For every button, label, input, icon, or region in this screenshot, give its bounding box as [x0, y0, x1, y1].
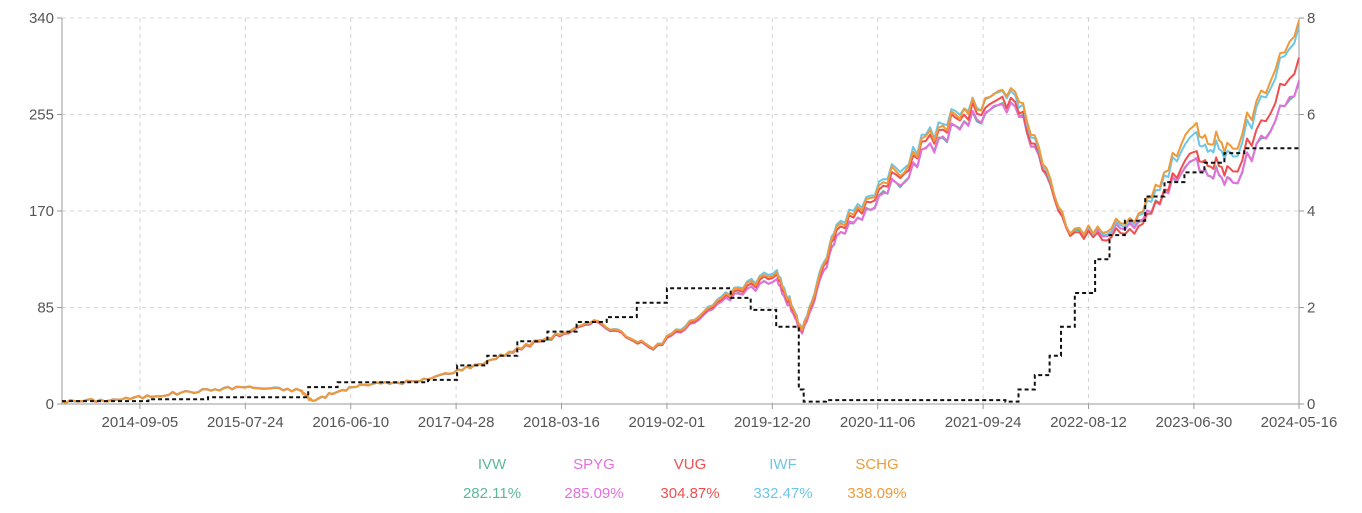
x-tick-label: 2020-11-06	[840, 414, 916, 431]
left-y-axis-ticks: 0 85 170 255 340	[29, 10, 62, 413]
left-tick-label: 0	[46, 396, 54, 413]
dashed-step-line	[62, 147, 1299, 403]
grid-lines	[62, 17, 1300, 404]
legend-name-iwf: IWF	[769, 456, 797, 473]
legend-name-ivw: IVW	[478, 456, 507, 473]
x-tick-label: 2014-09-05	[102, 414, 179, 431]
x-tick-label: 2019-02-01	[629, 414, 706, 431]
left-tick-label: 170	[29, 203, 54, 220]
series-line-ivw	[61, 82, 1300, 404]
left-tick-label: 255	[29, 107, 54, 124]
legend-name-spyg: SPYG	[573, 456, 615, 473]
legend-return-schg: 338.09%	[847, 485, 906, 502]
legend-name-vug: VUG	[674, 456, 707, 473]
x-tick-label: 2018-03-16	[523, 414, 600, 431]
right-tick-label: 4	[1307, 203, 1315, 220]
x-tick-label: 2022-08-12	[1050, 414, 1127, 431]
legend-name-schg: SCHG	[855, 456, 898, 473]
x-tick-label: 2017-04-28	[418, 414, 495, 431]
series-lines	[61, 20, 1300, 404]
left-tick-label: 85	[37, 300, 54, 317]
legend-return-ivw: 282.11%	[463, 485, 521, 502]
x-axis-ticks: 2014-09-05 2015-07-24 2016-06-10 2017-04-28…	[102, 404, 1338, 431]
x-tick-label: 2016-06-10	[312, 414, 389, 431]
x-tick-label: 2023-06-30	[1156, 414, 1233, 431]
right-tick-label: 2	[1307, 300, 1315, 317]
legend-return-vug: 304.87%	[660, 485, 719, 502]
right-tick-label: 8	[1307, 10, 1315, 27]
x-tick-label: 2024-05-16	[1261, 414, 1338, 431]
x-tick-label: 2019-12-20	[734, 414, 811, 431]
right-tick-label: 6	[1307, 107, 1315, 124]
legend-return-spyg: 285.09%	[564, 485, 623, 502]
left-tick-label: 340	[29, 10, 54, 27]
series-line-iwf	[61, 25, 1300, 404]
series-line-schg	[61, 20, 1300, 404]
right-tick-label: 0	[1307, 396, 1315, 413]
x-tick-label: 2021-09-24	[945, 414, 1022, 431]
series-line-spyg	[61, 80, 1300, 404]
dashed-step-series-line	[62, 147, 1299, 403]
right-y-axis-ticks: 0 2 4 6 8	[1299, 10, 1315, 413]
x-tick-label: 2015-07-24	[207, 414, 284, 431]
legend: IVW 282.11% SPYG 285.09% VUG 304.87% IWF 332.47…	[463, 456, 907, 502]
legend-return-iwf: 332.47%	[753, 485, 812, 502]
